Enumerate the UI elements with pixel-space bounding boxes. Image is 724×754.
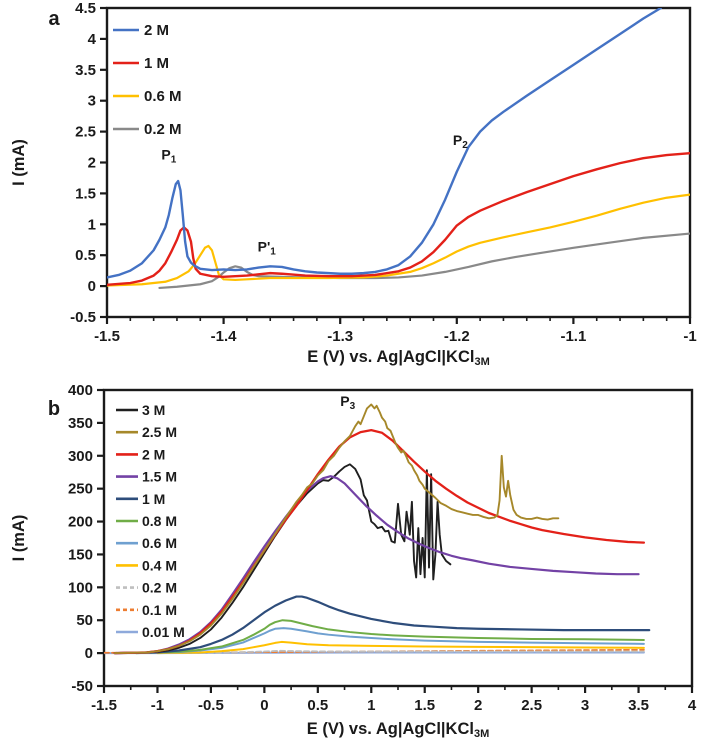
legend-label: 0.2 M: [142, 580, 177, 596]
legend-label: 0.01 M: [142, 624, 185, 640]
y-tick-label: 0.5: [75, 247, 96, 264]
series-2-m: [113, 428, 646, 655]
x-tick-label: -1.1: [560, 328, 586, 345]
y-tick-label: 250: [68, 481, 93, 498]
legend-label: 0.2 M: [144, 121, 182, 138]
panel-letter-b: b: [48, 398, 60, 420]
legend-label: 1 M: [144, 55, 169, 72]
legend-label: 1 M: [142, 491, 165, 507]
y-tick-label: 300: [68, 448, 93, 465]
peak-label: P1: [161, 146, 176, 165]
series-1-m: [107, 152, 690, 287]
series-1-m: [113, 595, 651, 655]
y-tick-label: 3.5: [75, 62, 96, 79]
y-tick-label: 100: [68, 579, 93, 596]
y-tick-label: 1: [88, 216, 96, 233]
x-tick-label: -1: [151, 697, 164, 714]
legend-label: 2.5 M: [142, 424, 177, 440]
x-tick-label: 3: [581, 697, 589, 714]
peak-label: P3: [340, 393, 355, 412]
x-tick-label: 2.5: [521, 697, 542, 714]
x-tick-label: -1.5: [94, 328, 120, 345]
y-tick-label: 200: [68, 514, 93, 531]
y-tick-label: 0: [88, 278, 96, 295]
y-tick-label: 400: [68, 382, 93, 399]
series-1.5-m: [113, 475, 640, 655]
legend-label: 2 M: [144, 22, 169, 39]
legend-label: 0.6 M: [142, 535, 177, 551]
x-tick-label: 1: [367, 697, 375, 714]
peak-label: P2: [453, 132, 468, 151]
legend-label: 0.4 M: [142, 557, 177, 573]
x-tick-label: -1.3: [327, 328, 353, 345]
x-tick-label: 4: [688, 697, 697, 714]
x-tick-label: -1.4: [211, 328, 238, 345]
series-0.6-m: [107, 193, 690, 287]
x-axis-title: E (V) vs. Ag|AgCl|KCl3M: [307, 720, 490, 740]
x-tick-label: 0.5: [307, 697, 328, 714]
legend-label: 0.6 M: [144, 88, 182, 105]
y-tick-label: 2.5: [75, 124, 96, 141]
y-tick-label: -0.5: [70, 309, 96, 326]
x-tick-label: -0.5: [198, 697, 224, 714]
series-0.8-m: [135, 619, 645, 655]
legend-label: 0.8 M: [142, 513, 177, 529]
series-0.6-m: [135, 627, 645, 655]
legend-label: 3 M: [142, 402, 165, 418]
legend-label: 0.1 M: [142, 602, 177, 618]
series-3-m: [113, 463, 452, 655]
y-tick-label: -50: [71, 678, 93, 695]
y-tick-label: 350: [68, 415, 93, 432]
peak-label: P'1: [258, 238, 277, 257]
x-axis-title: E (V) vs. Ag|AgCl|KCl3M: [307, 348, 490, 368]
y-tick-label: 2: [88, 155, 96, 172]
series-2-m: [107, 8, 663, 279]
x-tick-label: 3.5: [628, 697, 649, 714]
x-tick-label: 1.5: [414, 697, 435, 714]
y-tick-label: 3: [88, 93, 96, 110]
y-tick-label: 1.5: [75, 185, 96, 202]
y-tick-label: 50: [76, 612, 93, 629]
y-tick-label: 4: [88, 31, 97, 48]
y-tick-label: 4.5: [75, 0, 96, 17]
panel-a-chart: -1.5 -1.4 -1.3 -1.2 -1.1 -1 4.5 4 3.5 3 2.5 2 1.5 1 0.…: [10, 0, 697, 368]
series-2.5-m: [113, 403, 560, 655]
x-tick-label: -1.5: [91, 697, 117, 714]
panel-b-chart: -1.5 -1 -0.5 0 0.5 1 1.5 2 2.5 3 3.5 4 400 350 300 250 2…: [10, 382, 697, 740]
x-tick-label: 0: [260, 697, 268, 714]
series-0.2-m: [135, 649, 645, 655]
x-tick-label: 2: [474, 697, 482, 714]
y-axis-title: I (mA): [10, 515, 28, 562]
legend-label: 2 M: [142, 446, 165, 462]
x-tick-label: -1: [683, 328, 696, 345]
panel-letter-a: a: [48, 8, 60, 30]
x-tick-label: -1.2: [444, 328, 470, 345]
legend-label: 1.5 M: [142, 469, 177, 485]
y-tick-label: 150: [68, 546, 93, 563]
y-tick-label: 0: [85, 645, 93, 662]
series-0.4-m: [156, 640, 645, 655]
y-axis-title: I (mA): [10, 139, 28, 186]
